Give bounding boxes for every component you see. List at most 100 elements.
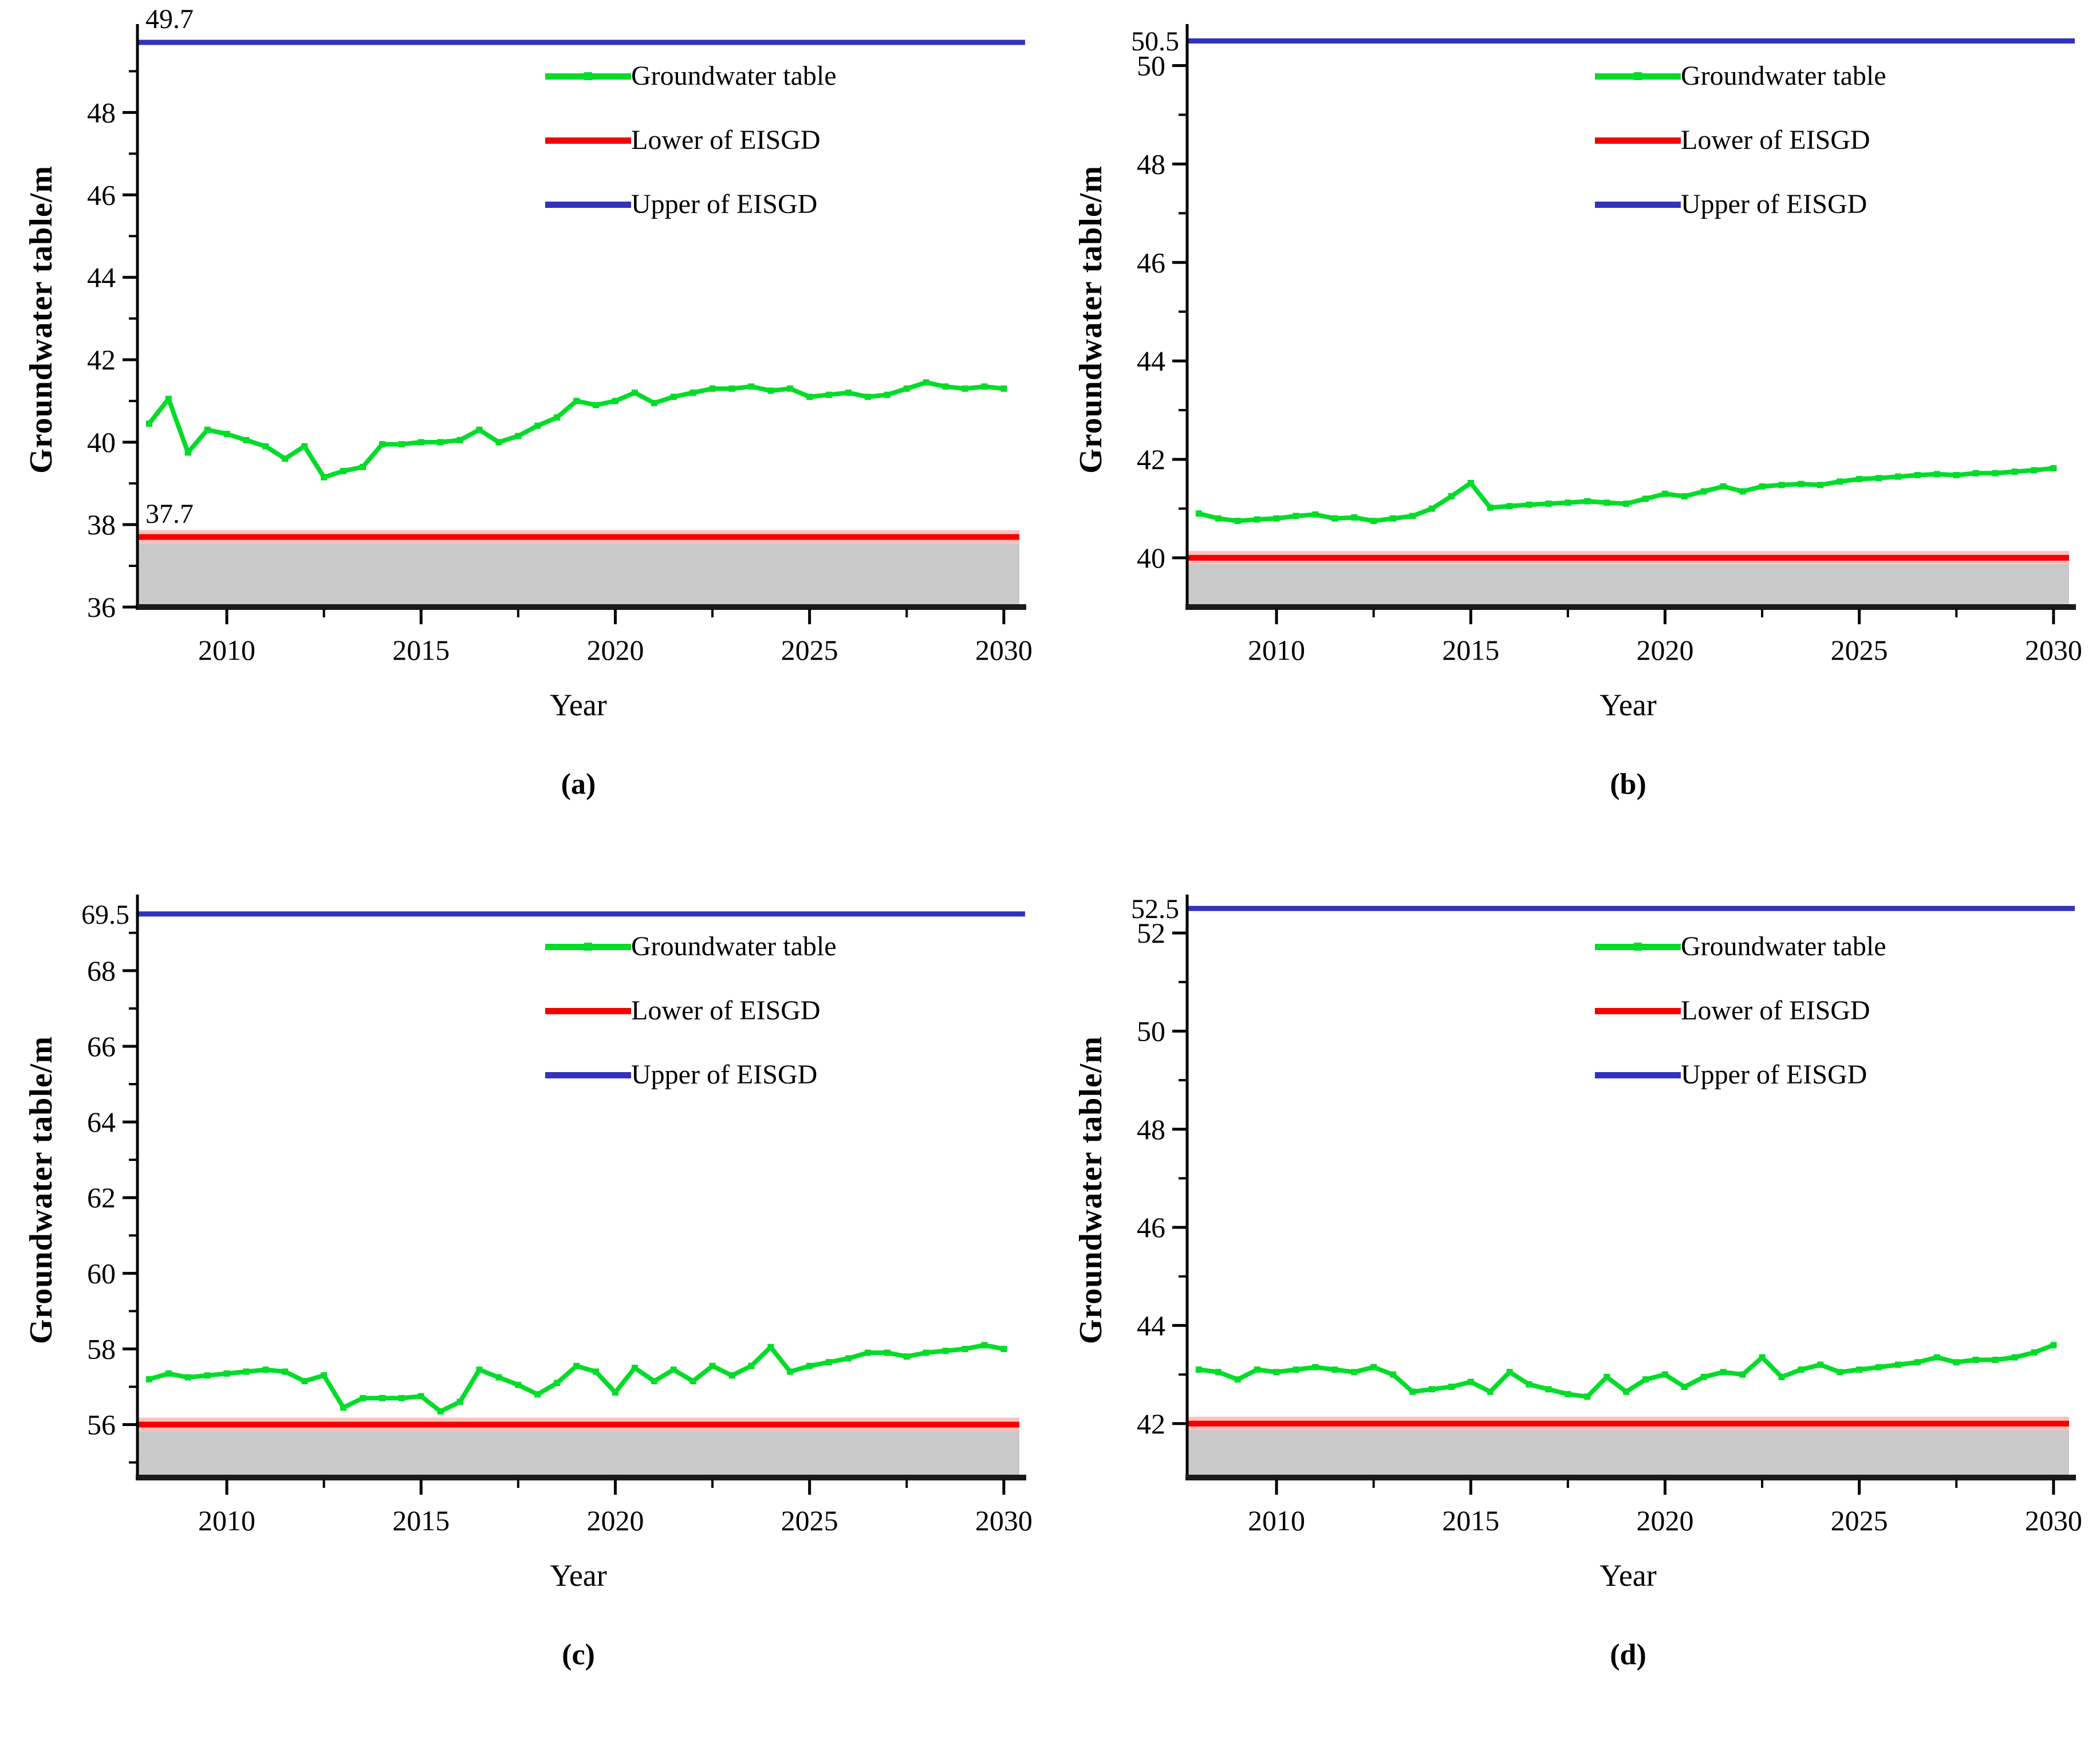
x-tick-label: 2010: [198, 634, 255, 666]
x-tick-label: 2025: [1831, 1504, 1888, 1537]
data-point-marker: [1894, 1361, 1901, 1368]
data-point-marker: [1817, 1361, 1824, 1368]
data-point-marker: [359, 1395, 366, 1401]
data-point-marker: [1759, 483, 1766, 490]
data-point-marker: [1856, 1366, 1863, 1373]
data-point-marker: [515, 1381, 522, 1388]
legend-label: Upper of EISGD: [1681, 1059, 1867, 1090]
data-point-marker: [1545, 1386, 1552, 1393]
chart-b: 2010 2015 2020 2025 2030 40 42 44 46 48 50: [1137, 24, 2082, 666]
data-point-marker: [1720, 1369, 1727, 1376]
data-point-marker: [379, 1395, 385, 1401]
data-point-marker: [1681, 1384, 1688, 1391]
data-point-marker: [301, 1378, 308, 1385]
data-point-marker: [2050, 465, 2057, 472]
data-point-marker: [1487, 504, 1494, 511]
data-point-marker: [1000, 385, 1007, 392]
data-point-marker: [748, 383, 755, 390]
data-point-marker: [1837, 1369, 1843, 1376]
panel-caption: (a): [561, 768, 596, 801]
legend-label: Upper of EISGD: [1681, 189, 1867, 219]
y-axis-label: Groundwater table/m: [23, 1035, 59, 1345]
panel-caption: (b): [1610, 768, 1646, 801]
upper-eisgd-line-icon: [545, 201, 631, 208]
data-point-marker: [690, 389, 696, 396]
data-point-marker: [145, 420, 152, 427]
legend-entry-lower: Lower of EISGD: [1595, 124, 1886, 157]
y-tick-label: 48: [87, 96, 116, 128]
data-point-marker: [806, 1362, 813, 1369]
panel-caption: (c): [562, 1638, 595, 1671]
lower-eisgd-line-icon: [1595, 137, 1681, 144]
data-point-marker: [826, 1359, 833, 1366]
legend-entry-groundwater: Groundwater table: [545, 60, 837, 93]
upper-eisgd-line-icon: [1595, 1072, 1681, 1078]
data-point-marker: [651, 400, 657, 407]
data-point-marker: [1681, 493, 1688, 500]
legend: Groundwater table Lower of EISGD Upper o…: [1595, 930, 1886, 1122]
y-tick-label: 40: [87, 426, 116, 458]
data-point-marker: [942, 383, 949, 390]
data-point-marker: [1312, 511, 1319, 518]
data-point-marker: [379, 441, 385, 448]
legend-label: Groundwater table: [1681, 61, 1886, 91]
legend-entry-lower: Lower of EISGD: [545, 124, 837, 157]
data-point-marker: [1603, 499, 1610, 506]
data-point-marker: [1351, 1369, 1358, 1376]
data-point-marker: [1487, 1388, 1494, 1395]
data-point-marker: [534, 1391, 541, 1398]
data-point-marker: [1428, 1386, 1435, 1393]
data-point-marker: [1798, 1366, 1804, 1373]
groundwater-series-line: [1196, 466, 2056, 523]
data-point-marker: [340, 1404, 347, 1411]
data-point-marker: [1876, 475, 1882, 482]
y-tick-label: 52: [1137, 917, 1165, 949]
data-point-marker: [1623, 500, 1630, 507]
data-point-marker: [204, 427, 211, 434]
data-point-marker: [417, 439, 424, 446]
data-point-marker: [1351, 514, 1358, 521]
below-lower-region: [137, 1424, 1019, 1478]
data-point-marker: [243, 437, 250, 444]
y-tick-label: 60: [87, 1257, 116, 1289]
data-point-marker: [670, 1366, 677, 1373]
data-point-marker: [1739, 1371, 1746, 1378]
data-point-marker: [476, 427, 483, 434]
data-point-marker: [923, 1349, 929, 1356]
data-point-marker: [612, 397, 618, 404]
data-point-marker: [437, 1408, 444, 1415]
data-point-marker: [728, 1372, 735, 1379]
x-tick-label: 2030: [975, 1504, 1033, 1537]
data-point-marker: [748, 1362, 755, 1369]
x-tick-label: 2025: [781, 634, 838, 666]
y-tick-label: 44: [87, 261, 116, 293]
data-point-marker: [1565, 1391, 1571, 1397]
x-tick-label: 2020: [1636, 634, 1693, 666]
data-point-marker: [1720, 483, 1727, 490]
data-point-marker: [845, 389, 852, 396]
legend-label: Lower of EISGD: [1681, 125, 1870, 155]
data-point-marker: [2050, 1342, 2057, 1349]
data-point-marker: [1817, 482, 1824, 489]
legend-label: Groundwater table: [631, 61, 837, 91]
groundwater-line-icon: [1595, 943, 1681, 951]
data-point-marker: [670, 393, 677, 400]
data-point-marker: [2011, 468, 2018, 475]
data-point-marker: [1195, 510, 1202, 517]
data-point-marker: [223, 431, 230, 438]
data-point-marker: [1234, 518, 1241, 525]
data-point-marker: [1953, 1359, 1960, 1366]
x-tick-label: 2010: [1248, 1504, 1305, 1537]
data-point-marker: [554, 414, 561, 421]
data-point-marker: [962, 1345, 968, 1352]
data-point-marker: [884, 1349, 891, 1356]
data-point-marker: [1506, 503, 1513, 510]
data-point-marker: [1409, 1388, 1416, 1395]
lower-eisgd-line-icon: [1595, 1007, 1681, 1014]
x-axis-label: Year: [1599, 1558, 1657, 1593]
data-point-marker: [573, 397, 580, 404]
y-tick-label: 48: [1137, 1113, 1165, 1145]
data-point-marker: [1312, 1364, 1319, 1370]
legend: Groundwater table Lower of EISGD Upper o…: [545, 930, 837, 1122]
data-point-marker: [340, 467, 347, 474]
